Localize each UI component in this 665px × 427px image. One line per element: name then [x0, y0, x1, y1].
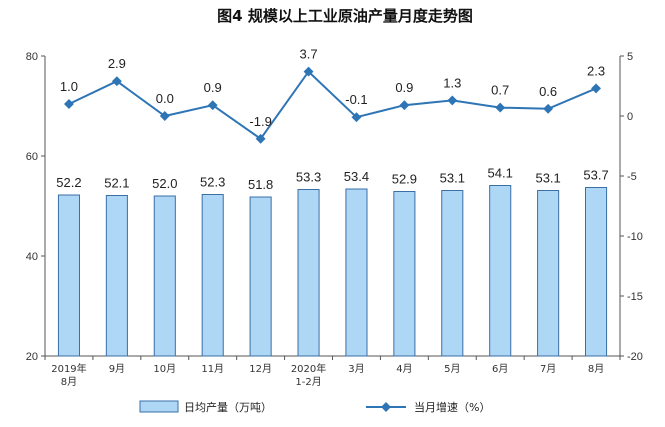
bar — [105, 195, 128, 357]
x-tick-label: 8月 — [61, 376, 77, 388]
legend-swatch-bar — [139, 400, 179, 413]
legend-label-bar: 日均产量（万吨） — [184, 400, 272, 414]
line-point — [543, 103, 554, 114]
line-value-label: 3.7 — [300, 47, 318, 62]
line-value-label: 0.9 — [395, 80, 413, 95]
growth-line — [68, 70, 597, 141]
x-tick-label: 12月 — [249, 363, 272, 375]
bar — [57, 194, 81, 357]
bar-value-label: 52.1 — [104, 176, 129, 191]
y-left-tick-label: 20 — [26, 351, 38, 363]
bar-value-label: 52.0 — [152, 176, 177, 191]
bar-value-label: 53.1 — [535, 171, 560, 186]
line-value-label: 1.3 — [443, 75, 461, 90]
line-value-label: 0.7 — [491, 83, 509, 98]
y-left-tick-label: 60 — [26, 151, 38, 163]
x-tick-label: 6月 — [492, 363, 508, 375]
line-value-label: 0.9 — [204, 80, 222, 95]
line-value-label: 0.0 — [156, 91, 174, 106]
bar — [489, 185, 512, 357]
bar — [393, 191, 416, 357]
line-point — [207, 100, 218, 111]
x-tick-label: 2019年 — [51, 362, 86, 375]
x-tick-label: 11月 — [201, 363, 224, 375]
bar — [345, 188, 368, 357]
legend-marker — [381, 402, 391, 412]
bar — [441, 190, 464, 357]
y-left-tick-label: 80 — [26, 51, 38, 63]
line-value-label: -0.1 — [345, 92, 367, 107]
line-point — [64, 99, 74, 109]
legend: 日均产量（万吨） 当月增速（%） — [139, 400, 490, 414]
line-point — [399, 100, 410, 111]
x-tick-label: 2020年 — [291, 362, 326, 375]
line-point — [255, 133, 266, 144]
bar — [537, 190, 560, 357]
bar — [201, 194, 224, 357]
y-right-tick-label: -10 — [627, 231, 643, 243]
bar — [585, 187, 608, 357]
y-left-tick-label: 40 — [26, 251, 38, 263]
line-point — [447, 95, 458, 106]
line-value-label: 2.3 — [587, 63, 605, 78]
bar-value-label: 53.1 — [440, 171, 465, 186]
bar-value-label: 52.2 — [56, 175, 81, 190]
line-point — [591, 83, 601, 94]
x-tick-label: 1-2月 — [295, 376, 321, 388]
bar-value-label: 54.1 — [488, 166, 513, 181]
line-value-label: 1.0 — [60, 79, 78, 94]
line-point — [111, 76, 122, 87]
y-right-tick-label: 5 — [627, 51, 633, 63]
x-tick-label: 7月 — [540, 363, 556, 375]
chart-title: 图4 规模以上工业原油产量月度走势图 — [217, 7, 473, 25]
bar-value-label: 53.7 — [583, 168, 608, 183]
bar-value-label: 52.9 — [392, 172, 417, 187]
x-tick-label: 9月 — [109, 363, 125, 375]
x-tick-label: 10月 — [153, 363, 176, 375]
y-right-tick-label: -20 — [627, 351, 643, 363]
x-tick-label: 3月 — [348, 363, 364, 375]
x-tick-label: 4月 — [396, 363, 412, 375]
bar-value-label: 53.3 — [296, 170, 321, 185]
bar — [297, 189, 320, 357]
bar-value-label: 53.4 — [344, 169, 369, 184]
bar-value-label: 51.8 — [248, 177, 273, 192]
y-right-tick-label: -5 — [627, 171, 637, 183]
line-value-label: 0.6 — [539, 84, 557, 99]
line-value-label: -1.9 — [249, 114, 271, 129]
y-right-tick-label: -15 — [627, 291, 643, 303]
x-tick-label: 8月 — [588, 363, 604, 375]
bar-value-label: 52.3 — [200, 175, 225, 190]
y-right-tick-label: 0 — [627, 111, 633, 123]
legend-label-line: 当月增速（%） — [414, 400, 490, 414]
x-tick-label: 5月 — [444, 363, 460, 375]
line-point — [495, 102, 506, 113]
bar — [249, 196, 272, 357]
bar — [153, 195, 176, 357]
line-point — [159, 111, 170, 121]
line-value-label: 2.9 — [108, 56, 126, 71]
